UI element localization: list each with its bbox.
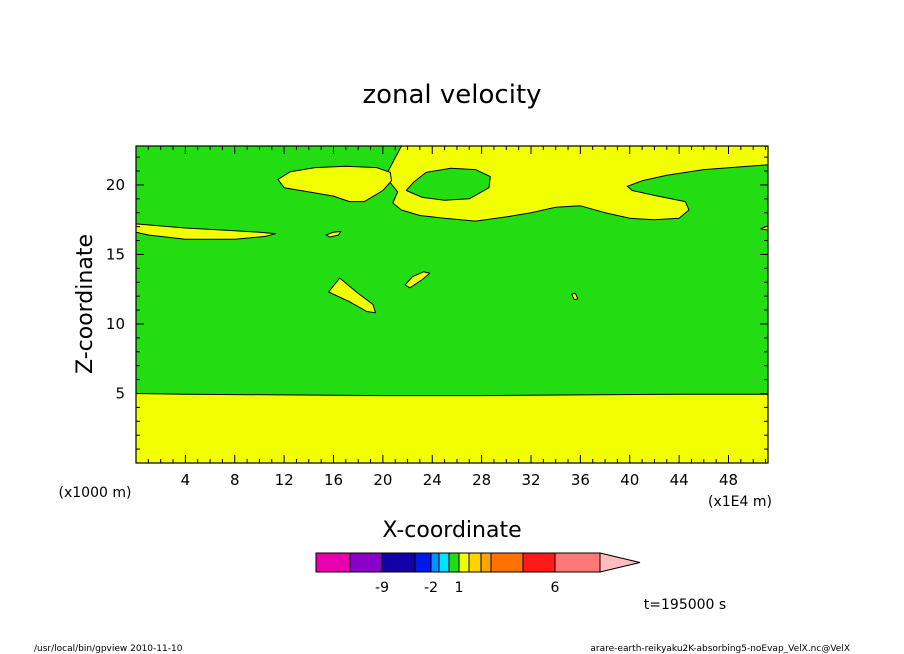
colorbar-tick-label: -2 [424, 580, 438, 596]
x-axis: 4 8 12 16 20 24 28 32 36 40 44 48 [147, 146, 767, 489]
colorbar-swatch [349, 552, 383, 573]
colorbar [315, 552, 641, 573]
x-tick-label: 8 [230, 471, 240, 489]
x-tick-label: 4 [181, 471, 191, 489]
y-tick-label: 5 [115, 384, 125, 402]
colorbar-tick-label: 6 [551, 580, 560, 596]
chart-title: zonal velocity [362, 80, 541, 110]
colorbar-swatch [315, 552, 351, 573]
contour-region-left-tongue [135, 223, 276, 240]
colorbar-swatch [414, 552, 432, 573]
colorbar-swatch [430, 552, 440, 573]
x-tick-label: 32 [521, 471, 540, 489]
colorbar-labels: -9 -2 1 6 [375, 580, 560, 596]
colorbar-swatch [381, 552, 416, 573]
x-tick-label: 20 [373, 471, 392, 489]
colorbar-tick-label: -9 [375, 580, 389, 596]
contour-region-diagonal-streak [328, 277, 376, 314]
y-axis-label: Z-coordinate [73, 234, 98, 374]
colorbar-end-arrow [599, 552, 641, 573]
contour-region-upper-band [384, 145, 769, 222]
colorbar-swatch [468, 552, 482, 573]
y-axis: 5 10 15 20 [106, 156, 768, 450]
colorbar-swatch [490, 552, 524, 573]
colorbar-swatch [480, 552, 492, 573]
x-tick-label: 12 [275, 471, 294, 489]
colorbar-tick-label: 1 [455, 580, 464, 596]
time-label: t=195000 s [644, 597, 726, 613]
contour-region-tiny-speck [571, 292, 579, 301]
colorbar-swatch [448, 552, 460, 573]
plot-frame [135, 145, 769, 464]
contour-region-upper-band-hole [405, 167, 491, 201]
x-tick-label: 16 [324, 471, 343, 489]
x-tick-label: 28 [472, 471, 491, 489]
contour-region-lower-layer [135, 393, 769, 464]
footer-right: arare-earth-reikyaku2K-absorbing5-noEvap… [590, 644, 850, 654]
contour-region-small-patch-a [325, 231, 342, 238]
colorbar-swatch [438, 552, 450, 573]
y-tick-label: 10 [106, 315, 125, 333]
y-tick-label: 20 [106, 176, 125, 194]
contour-regions [135, 145, 769, 464]
colorbar-swatch [522, 552, 556, 573]
x-tick-label: 44 [670, 471, 689, 489]
colorbar-swatch [554, 552, 601, 573]
x-tick-label: 36 [571, 471, 590, 489]
y-tick-label: 15 [106, 245, 125, 263]
x-tick-label: 48 [719, 471, 738, 489]
footer-left: /usr/local/bin/gpview 2010-11-10 [34, 644, 183, 654]
x-tick-label: 40 [620, 471, 639, 489]
colorbar-swatch [458, 552, 470, 573]
x-tick-label: 24 [423, 471, 442, 489]
y-unit-label: (x1000 m) [59, 485, 132, 501]
contour-region-small-patch-b [404, 271, 431, 289]
x-unit-label: (x1E4 m) [708, 494, 772, 510]
contour-region-left-bubble [277, 165, 392, 203]
plot-area [135, 145, 769, 464]
x-axis-label: X-coordinate [382, 518, 521, 543]
